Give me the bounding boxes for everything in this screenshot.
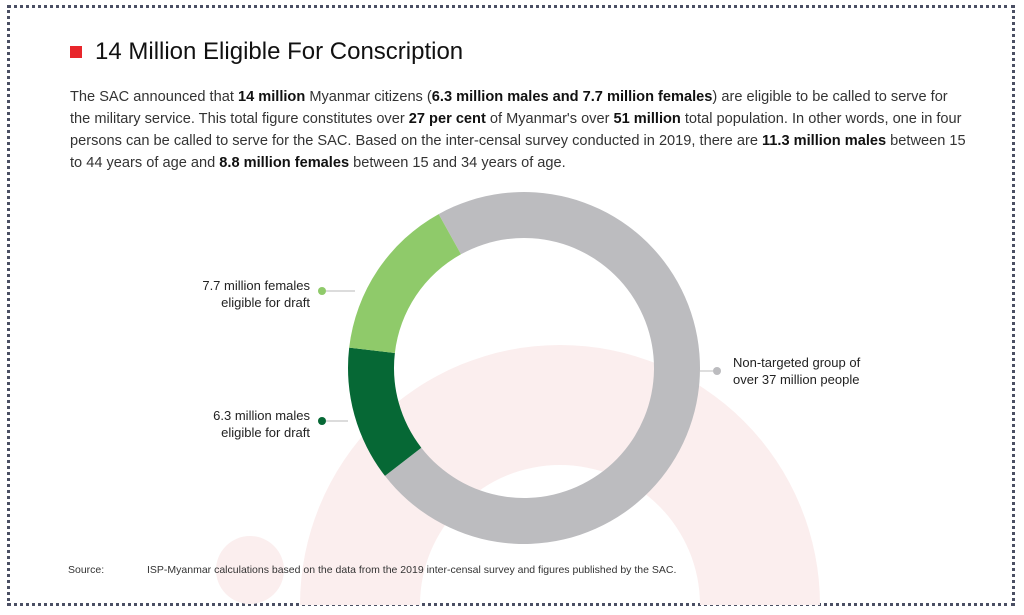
title-marker-icon (70, 46, 82, 58)
label-non-targeted-line2: over 37 million people (733, 372, 860, 387)
highlight-text: 51 million (613, 111, 681, 127)
intro-paragraph: The SAC announced that 14 million Myanma… (70, 86, 970, 174)
leader-males-dot (318, 417, 326, 425)
watermark-dot (216, 536, 284, 604)
label-females: 7.7 million females eligible for draft (160, 277, 310, 311)
highlight-text: 14 million (237, 89, 306, 105)
paragraph-text: The SAC announced that (70, 89, 238, 105)
highlight-text: 8.8 million females (219, 155, 350, 171)
dotted-frame (7, 5, 1015, 606)
label-non-targeted-line1: Non-targeted group of (733, 355, 861, 370)
source-label: Source: (68, 564, 105, 576)
label-non-targeted: Non-targeted group of over 37 million pe… (733, 354, 933, 388)
highlight-text: 11.3 million males (762, 133, 887, 149)
highlight-text: 27 per cent (408, 111, 486, 127)
slice-females (349, 214, 461, 353)
paragraph-text: between 15 to 44 years of age and (70, 133, 966, 171)
page-title: 14 Million Eligible For Conscription (70, 38, 463, 66)
paragraph-text: between 15 and 34 years of age. (349, 155, 566, 171)
label-females-line1: 7.7 million females (202, 278, 310, 293)
paragraph-text: Myanmar citizens ( (305, 89, 432, 105)
paragraph-text: of Myanmar's over (485, 111, 614, 127)
label-males: 6.3 million males eligible for draft (160, 407, 310, 441)
source-text: ISP-Myanmar calculations based on the da… (147, 564, 677, 576)
slice-males (348, 347, 422, 476)
leader-females-dot (318, 287, 326, 295)
paragraph-text: total population. In other words, one in… (70, 111, 962, 149)
title-text: 14 Million Eligible For Conscription (95, 38, 464, 65)
slice-non-targeted (384, 192, 701, 545)
label-males-line2: eligible for draft (221, 425, 310, 440)
highlight-text: 6.3 million males and 7.7 million female… (431, 89, 713, 105)
label-males-line1: 6.3 million males (213, 408, 310, 423)
leader-non-targeted-dot (713, 367, 721, 375)
paragraph-text: ) are eligible to be called to serve for… (70, 89, 948, 127)
label-females-line2: eligible for draft (221, 295, 310, 310)
